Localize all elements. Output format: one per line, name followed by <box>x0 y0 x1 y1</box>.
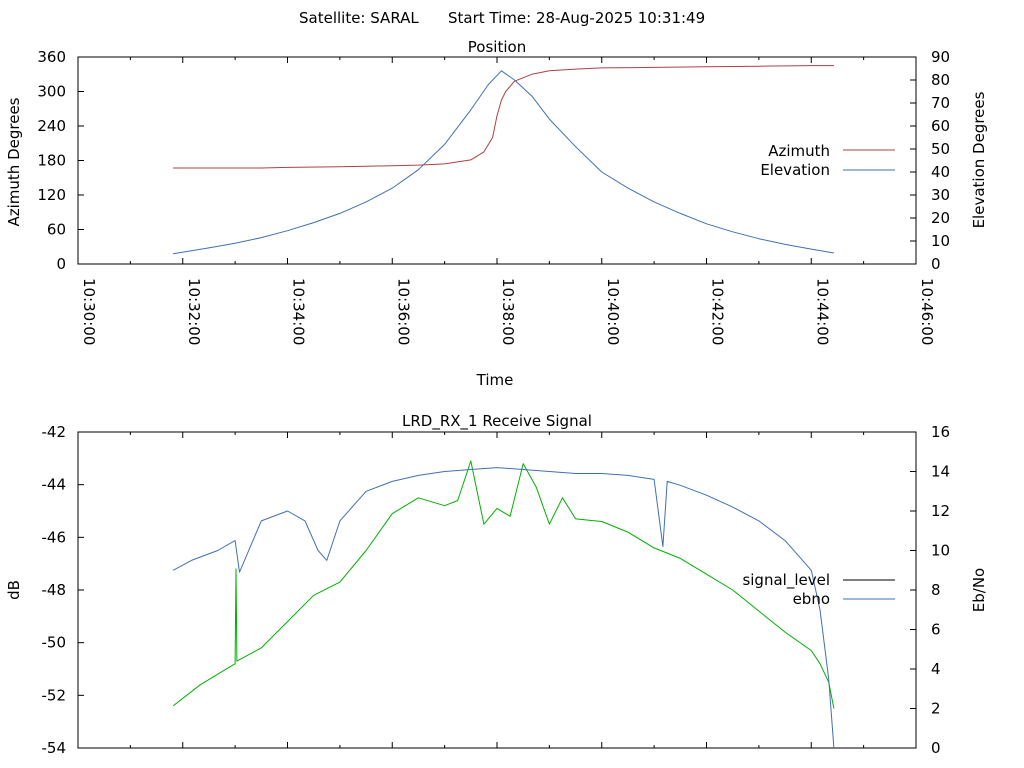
x-tick-label: 10:42:00 <box>709 278 727 345</box>
y-tick-label: -52 <box>42 686 67 704</box>
signal-plot-frame <box>77 431 917 749</box>
signal-time-ticks <box>77 432 917 748</box>
y-tick-label: 120 <box>37 186 66 204</box>
db-ticks: -54 -52 -50 -48 -46 -44 -42 <box>42 423 84 757</box>
x-tick-label: 10:36:00 <box>394 278 412 345</box>
legend-ebno-label: ebno <box>793 590 830 608</box>
y-tick-label: -44 <box>42 476 67 494</box>
position-x-axis-label: Time <box>476 371 514 389</box>
series-line-Azimuth <box>173 65 834 169</box>
y2-tick-label: 90 <box>931 48 950 66</box>
x-tick-label: 10:46:00 <box>918 278 936 345</box>
x-tick-label: 10:40:00 <box>604 278 622 345</box>
y-tick-label: -48 <box>42 581 67 599</box>
x-tick-label: 10:38:00 <box>499 278 517 345</box>
y2-tick-label: 50 <box>931 140 950 158</box>
y2-tick-label: 14 <box>931 463 950 481</box>
start-time-label: Start Time: 28-Aug-2025 10:31:49 <box>448 9 705 27</box>
elevation-ticks: 0 10 20 30 40 50 60 70 80 90 <box>910 48 950 273</box>
x-tick-label: 10:30:00 <box>80 278 98 345</box>
y2-tick-label: 4 <box>931 660 941 678</box>
y2-tick-label: 12 <box>931 502 950 520</box>
signal-legend: signal_level ebno <box>742 571 895 608</box>
position-legend: Azimuth Elevation <box>760 142 895 179</box>
satellite-label: Satellite: SARAL <box>299 9 419 27</box>
legend-elevation-label: Elevation <box>760 161 830 179</box>
y2-tick-label: 0 <box>931 255 941 273</box>
y-tick-label: 0 <box>56 255 66 273</box>
y-tick-label: 240 <box>37 117 66 135</box>
y2-tick-label: 70 <box>931 94 950 112</box>
y2-tick-label: 20 <box>931 209 950 227</box>
series-line-ebno <box>172 467 835 749</box>
db-axis-label: dB <box>5 580 23 600</box>
series-line-signal_level <box>172 460 835 709</box>
position-chart: Position Time Azimuth Degrees Elevation … <box>5 38 988 389</box>
y2-tick-label: 30 <box>931 186 950 204</box>
ebno-axis-label: Eb/No <box>970 568 988 612</box>
ebno-ticks: 0 2 4 6 8 10 12 14 16 <box>910 423 950 757</box>
y-tick-label: -46 <box>42 528 67 546</box>
y-tick-label: 300 <box>37 83 66 101</box>
receive-signal-chart: LRD_RX_1 Receive Signal dB Eb/No -54-52-… <box>5 412 988 757</box>
y2-tick-label: 60 <box>931 117 950 135</box>
y-tick-label: -42 <box>42 423 67 441</box>
position-series <box>173 65 834 255</box>
position-title: Position <box>468 38 526 56</box>
y-tick-label: -54 <box>42 739 67 757</box>
azimuth-ticks: 0 60 120 180 240 300 360 <box>37 48 84 273</box>
x-tick-label: 10:34:00 <box>290 278 308 345</box>
x-tick-label: 10:32:00 <box>185 278 203 345</box>
y2-tick-label: 8 <box>931 581 941 599</box>
y-tick-label: 60 <box>47 221 66 239</box>
y2-tick-label: 2 <box>931 700 941 718</box>
signal-title: LRD_RX_1 Receive Signal <box>402 412 592 431</box>
elevation-axis-label: Elevation Degrees <box>970 91 988 228</box>
y2-tick-label: 10 <box>931 232 950 250</box>
time-ticks: 10:30:00 10:32:00 10:34:00 10:36:00 10:38:00… <box>77 57 936 345</box>
y2-tick-label: 80 <box>931 71 950 89</box>
y2-tick-label: 10 <box>931 542 950 560</box>
y2-tick-label: 40 <box>931 163 950 181</box>
y-tick-label: -50 <box>42 634 67 652</box>
y2-tick-label: 16 <box>931 423 950 441</box>
y-tick-label: 360 <box>37 48 66 66</box>
y2-tick-label: 0 <box>931 739 941 757</box>
azimuth-axis-label: Azimuth Degrees <box>5 97 23 226</box>
signal-series <box>172 460 835 749</box>
y2-tick-label: 6 <box>931 621 941 639</box>
x-tick-label: 10:44:00 <box>813 278 831 345</box>
series-line-Elevation <box>173 70 834 255</box>
legend-azimuth-label: Azimuth <box>768 142 830 160</box>
legend-signal-level-label: signal_level <box>742 571 830 590</box>
y-tick-label: 180 <box>37 152 66 170</box>
